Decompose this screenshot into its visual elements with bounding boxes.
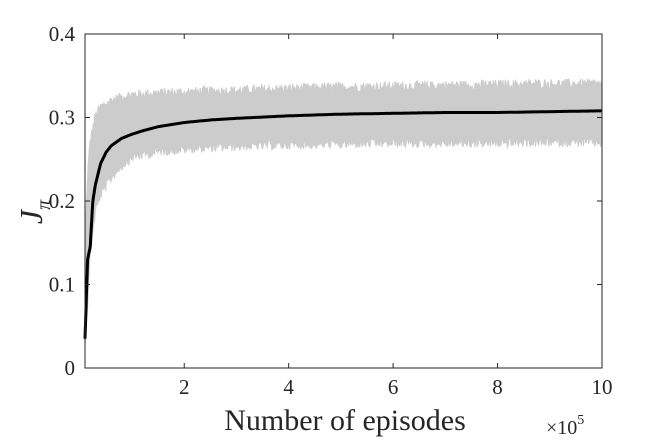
x-tick-label: 8	[492, 375, 503, 399]
y-tick-label: 0.1	[49, 273, 75, 297]
y-axis-title-main: J	[13, 208, 49, 224]
x-tick-label: 2	[179, 375, 190, 399]
x-axis-title: Number of episodes	[224, 404, 466, 437]
y-axis-title-subscript: π	[33, 199, 55, 210]
mean-line	[83, 109, 603, 340]
y-tick-label: 0.2	[49, 189, 75, 213]
axes	[84, 33, 603, 369]
x-exponent-power: 5	[577, 413, 584, 428]
x-tick-label: 10	[592, 375, 613, 399]
svg-text:Jπ: Jπ	[13, 199, 55, 224]
y-tick-label: 0.4	[49, 22, 76, 46]
mean-line-layer	[83, 109, 603, 340]
y-axis-title: Jπ	[13, 199, 55, 224]
tick-labels: 2 4 6 8 10 0 0.1 0.2 0.3 0.4	[49, 22, 613, 399]
x-tick-label: 4	[283, 375, 294, 399]
x-tick-label: 6	[388, 375, 399, 399]
x-exponent-label: ×105	[546, 413, 584, 439]
variability-band	[84, 78, 603, 344]
x-exponent-base: ×10	[546, 417, 577, 439]
y-tick-label: 0	[65, 356, 76, 380]
variability-band-layer	[84, 78, 603, 344]
y-tick-label: 0.3	[49, 106, 75, 130]
